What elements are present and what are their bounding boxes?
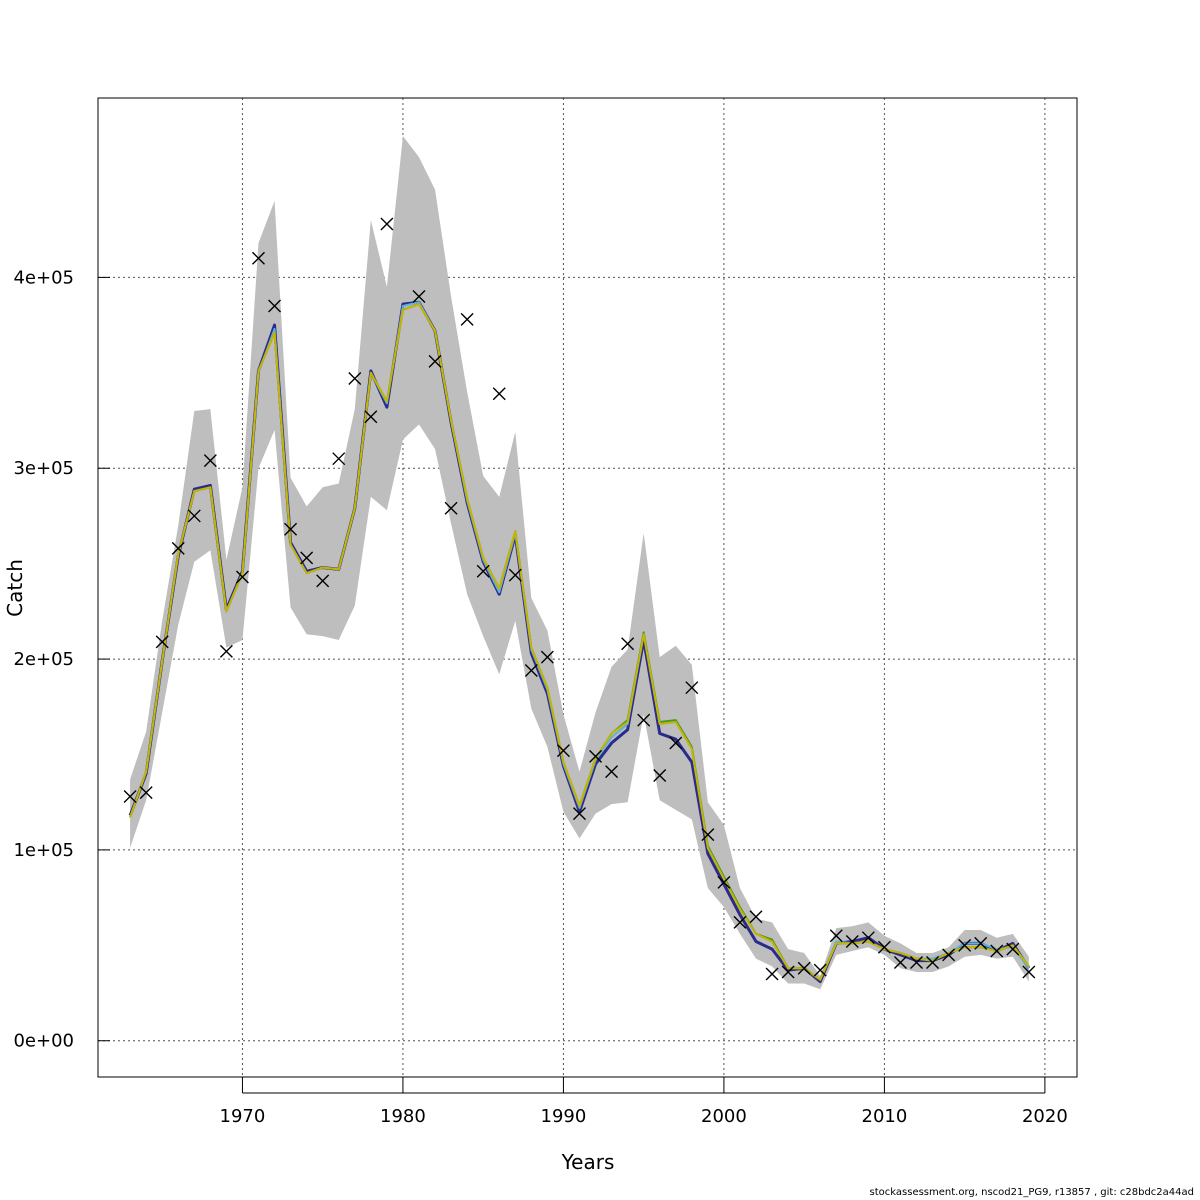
observed-point xyxy=(556,744,570,758)
observed-point xyxy=(781,965,795,979)
observed-point xyxy=(348,372,362,386)
observed-point xyxy=(637,713,651,727)
plot-frame xyxy=(97,97,1078,1078)
observed-point xyxy=(942,948,956,962)
x-axis-label: Years xyxy=(561,1150,615,1174)
observed-point xyxy=(268,299,282,313)
ci-band-polygon xyxy=(130,136,1029,990)
grid-lines xyxy=(98,98,1077,1077)
observed-point xyxy=(139,786,153,800)
observed-point xyxy=(893,956,907,969)
observed-point xyxy=(123,789,137,803)
x-tick-label: 1970 xyxy=(220,1106,266,1127)
y-tick-label: 2e+05 xyxy=(13,649,74,670)
observed-point xyxy=(444,501,458,515)
observed-point xyxy=(845,935,859,948)
series-line-4 xyxy=(129,303,1030,981)
y-tick-label: 0e+00 xyxy=(13,1031,74,1052)
observed-point xyxy=(990,944,1004,958)
observed-point xyxy=(589,749,603,763)
observed-point xyxy=(765,967,779,981)
observed-point xyxy=(910,956,924,969)
y-tick-label: 4e+05 xyxy=(13,267,74,288)
observed-point xyxy=(364,410,378,424)
x-tick-label: 1980 xyxy=(380,1106,426,1127)
observed-point xyxy=(332,452,346,466)
observed-point xyxy=(749,910,763,924)
observed-point xyxy=(284,522,298,536)
observed-point xyxy=(829,929,843,943)
y-axis: 0e+00 1e+05 2e+05 3e+05 4e+05 xyxy=(13,267,110,1052)
x-tick-label: 2010 xyxy=(862,1106,908,1127)
observed-point xyxy=(974,936,988,950)
observed-point xyxy=(733,915,747,929)
observed-point xyxy=(701,828,715,842)
y-tick-label: 1e+05 xyxy=(13,840,74,861)
observed-point xyxy=(653,768,667,782)
observed-point xyxy=(476,564,490,578)
series-lines xyxy=(128,300,1031,984)
observed-point xyxy=(1006,942,1020,956)
observed-point xyxy=(508,568,522,582)
observed-point xyxy=(540,650,554,664)
observed-point xyxy=(572,807,586,821)
observed-point xyxy=(958,938,972,952)
confidence-band xyxy=(130,136,1029,990)
observed-point xyxy=(717,875,731,889)
x-tick-label: 2000 xyxy=(701,1106,747,1127)
observed-point xyxy=(187,509,201,523)
observed-point xyxy=(428,354,442,368)
y-axis-label: Catch xyxy=(3,559,27,617)
observed-point xyxy=(813,963,827,977)
observed-point xyxy=(605,765,619,779)
observed-point xyxy=(251,251,265,265)
observed-point xyxy=(219,644,233,658)
x-tick-label: 2020 xyxy=(1022,1106,1068,1127)
y-tick-label: 3e+05 xyxy=(13,458,74,479)
observed-point xyxy=(797,961,811,975)
observed-point xyxy=(685,681,699,695)
observed-point xyxy=(380,217,394,231)
x-axis: 1970 1980 1990 2000 2010 2020 xyxy=(220,1077,1068,1127)
footer-note: stockassessment.org, nscod21_PG9, r13857… xyxy=(869,1187,1194,1198)
observed-point xyxy=(460,312,474,326)
observed-point xyxy=(877,940,891,954)
observed-point xyxy=(235,570,249,584)
observed-point xyxy=(926,956,940,969)
observed-point xyxy=(1022,965,1036,979)
observed-point xyxy=(492,387,506,401)
x-tick-label: 1990 xyxy=(541,1106,587,1127)
observed-point xyxy=(203,454,217,468)
observed-point xyxy=(171,541,185,555)
observed-point xyxy=(412,289,426,303)
observed-catch-points xyxy=(123,217,1036,981)
observed-point xyxy=(155,635,169,649)
observed-point xyxy=(621,637,635,651)
observed-point xyxy=(861,931,875,945)
observed-point xyxy=(300,551,314,565)
observed-point xyxy=(524,664,538,678)
observed-point xyxy=(669,736,683,750)
observed-point xyxy=(316,574,330,588)
